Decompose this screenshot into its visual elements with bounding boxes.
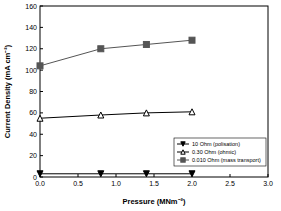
data-point [189,109,195,115]
y-tick-label: 160 [25,3,37,10]
y-tick-label: 80 [29,88,37,95]
legend-label: 0.010 Ohm (mass transport) [192,157,261,163]
y-tick [40,70,43,71]
data-point [37,171,43,177]
plot-area [37,37,195,177]
y-tick-label: 40 [29,131,37,138]
data-point [143,110,149,116]
data-point [37,115,43,121]
y-axis-label: Current Density (mA cm⁻²) [3,44,12,138]
legend-box [174,138,266,166]
x-tick [230,174,231,177]
data-point [37,63,43,69]
y-tick [40,48,43,49]
data-point [189,171,195,177]
data-point [143,41,149,47]
legend-label: 10 Ohm (polisation) [192,141,240,147]
legend-marker [181,142,185,146]
y-tick [40,134,43,135]
x-tick-label: 0.5 [73,180,83,187]
x-tick [78,174,79,177]
data-point [143,171,149,177]
x-tick [116,174,117,177]
series-line [40,112,192,118]
y-tick [40,112,43,113]
y-tick [40,155,43,156]
legend: 10 Ohm (polisation) 0.30 Ohm (ohmic) 0.010… [174,138,266,166]
y-tick [40,27,43,28]
data-point [98,171,104,177]
x-tick-label: 2.5 [225,180,235,187]
legend-label: 0.30 Ohm (ohmic) [192,149,236,155]
series-line [40,173,192,174]
data-point [189,37,195,43]
x-axis-label: Pressure (MNm⁻²) [122,197,186,206]
data-point [98,46,104,52]
plot-frame [40,6,268,177]
y-tick-label: 140 [25,24,37,31]
series-line [40,40,192,66]
x-tick-label: 0.0 [35,180,45,187]
x-tick-label: 2.0 [187,180,197,187]
y-tick-label: 100 [25,67,37,74]
x-tick [268,174,269,177]
x-tick-label: 1.0 [111,180,121,187]
x-tick-label: 1.5 [149,180,159,187]
legend-marker [181,150,185,154]
x-tick-label: 3.0 [263,180,273,187]
y-tick [40,6,43,7]
legend-marker [181,158,185,162]
y-tick [40,91,43,92]
y-tick-label: 120 [25,45,37,52]
y-tick-label: 20 [29,152,37,159]
data-point [98,112,104,118]
y-tick-label: 60 [29,109,37,116]
x-tick [154,174,155,177]
